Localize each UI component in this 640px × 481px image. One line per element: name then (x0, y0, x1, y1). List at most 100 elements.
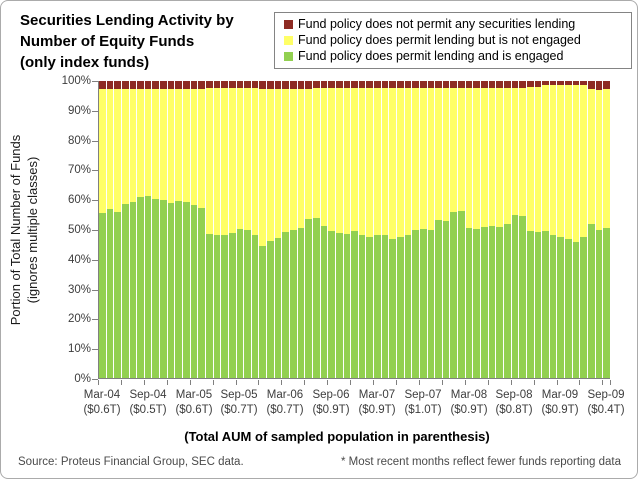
x-axis-tick-mark (281, 380, 282, 385)
bar-segment-permit-engaged (458, 211, 465, 378)
bar-segment-not-permit (427, 81, 435, 89)
bar-segment-permit-engaged (205, 233, 213, 378)
bar-segment-not-permit (312, 81, 320, 89)
bar-segment-permit-engaged (221, 235, 228, 378)
y-axis-title-line-2: (ignores multiple classes) (25, 156, 40, 304)
bar-segment-permit-not-engaged (129, 89, 137, 202)
legend-swatch-dark-red-icon (284, 20, 293, 30)
bar-segment-not-permit (481, 81, 488, 89)
bar-segment-permit-not-engaged (221, 88, 228, 236)
bar-segment-not-permit (488, 81, 496, 89)
y-axis-tick-mark (92, 200, 98, 202)
bar-segment-permit-engaged (534, 232, 542, 378)
y-axis-tick-mark (92, 170, 98, 172)
bar-segment-permit-not-engaged (389, 88, 396, 239)
bar-segment-permit-engaged (381, 234, 389, 378)
bar (175, 81, 183, 378)
legend-label: Fund policy does permit lending but is n… (298, 32, 581, 47)
bar (481, 81, 488, 378)
bar-segment-not-permit (274, 81, 282, 90)
bar-segment-not-permit (152, 81, 160, 90)
y-axis-tick-mark (92, 110, 98, 112)
bar (114, 81, 121, 378)
bar (190, 81, 198, 378)
bar-segment-not-permit (381, 81, 389, 89)
bar-segment-permit-not-engaged (251, 88, 259, 235)
x-axis-tick-label: Mar-09 ($0.9T) (528, 388, 592, 418)
bar-segment-not-permit (121, 81, 129, 90)
bar (297, 81, 305, 378)
legend-swatch-yellow-icon (284, 35, 293, 45)
bar-segment-permit-not-engaged (549, 84, 557, 235)
bar-segment-not-permit (580, 81, 587, 86)
bar (183, 81, 190, 378)
x-axis-month-label: Sep-06 (312, 389, 350, 401)
bar-segment-permit-engaged (481, 227, 488, 378)
bar-segment-permit-not-engaged (366, 88, 374, 238)
bar-segment-permit-engaged (572, 242, 580, 378)
bar-segment-not-permit (496, 81, 503, 88)
x-axis-tick-label: Sep-05 ($0.7T) (207, 388, 271, 418)
bar-segment-permit-not-engaged (213, 88, 221, 235)
x-axis-tick-mark (442, 380, 443, 385)
bar (198, 81, 205, 378)
bar-segment-permit-engaged (343, 233, 351, 378)
bar-segment-not-permit (320, 81, 328, 89)
x-axis-aum-label: ($0.5T) (129, 404, 167, 416)
bar-segment-permit-engaged (274, 237, 282, 378)
bar-segment-not-permit (213, 81, 221, 89)
bar-segment-permit-engaged (282, 232, 290, 378)
bar-segment-permit-engaged (396, 237, 404, 378)
bar-segment-not-permit (389, 81, 396, 89)
x-axis-aum-label: ($0.7T) (266, 404, 304, 416)
bar-segment-not-permit (267, 81, 274, 90)
bar-segment-permit-not-engaged (297, 89, 305, 229)
x-axis-aum-label: ($0.7T) (220, 404, 258, 416)
bar-segment-not-permit (244, 81, 251, 89)
bar-segment-permit-not-engaged (343, 88, 351, 234)
bar (580, 81, 587, 378)
bar-segment-permit-engaged (121, 203, 129, 378)
y-axis-tick-label: 0% (74, 373, 91, 385)
bar-segment-permit-engaged (412, 230, 419, 378)
x-axis-tick-label: Mar-04 ($0.6T) (70, 388, 134, 418)
bar-segment-permit-not-engaged (465, 88, 473, 229)
bar-segment-not-permit (305, 81, 312, 90)
bar-segment-permit-not-engaged (358, 88, 366, 236)
bar-segment-permit-not-engaged (435, 88, 442, 220)
bar-segment-permit-not-engaged (595, 89, 603, 231)
bar-segment-permit-not-engaged (603, 89, 610, 229)
bar (236, 81, 244, 378)
y-axis-tick-label: 30% (67, 283, 91, 296)
x-axis-tick-mark (488, 380, 489, 385)
y-axis-tick-label: 40% (67, 253, 91, 266)
bar-segment-not-permit (144, 81, 152, 90)
x-axis-month-label: Mar-08 (450, 389, 488, 401)
bar-segment-permit-not-engaged (374, 88, 381, 236)
bar (412, 81, 419, 378)
bar-segment-permit-not-engaged (481, 88, 488, 228)
bar (588, 81, 595, 378)
x-axis-tick-mark (579, 380, 580, 385)
x-axis-tick-mark (190, 380, 191, 385)
bar-segment-permit-not-engaged (542, 84, 549, 232)
bar-segment-permit-not-engaged (236, 88, 244, 229)
legend-label: Fund policy does permit lending and is e… (298, 48, 564, 63)
bar-segment-permit-engaged (511, 214, 519, 378)
bar-segment-permit-not-engaged (412, 88, 419, 231)
bar-segment-permit-engaged (335, 233, 343, 378)
bar-segment-not-permit (335, 81, 343, 89)
bar-segment-permit-engaged (519, 215, 526, 378)
x-axis-tick-mark (419, 380, 420, 385)
bar-segment-permit-engaged (419, 228, 427, 378)
bar (396, 81, 404, 378)
bar-segment-not-permit (519, 81, 526, 88)
y-axis-tick-label: 50% (67, 224, 91, 236)
bar-segment-not-permit (129, 81, 137, 90)
x-axis-tick-mark (602, 380, 603, 385)
bar-segment-permit-engaged (213, 234, 221, 378)
bar-segment-permit-engaged (588, 223, 595, 378)
bar-segment-permit-not-engaged (351, 88, 358, 232)
bar-segment-permit-engaged (137, 197, 144, 378)
